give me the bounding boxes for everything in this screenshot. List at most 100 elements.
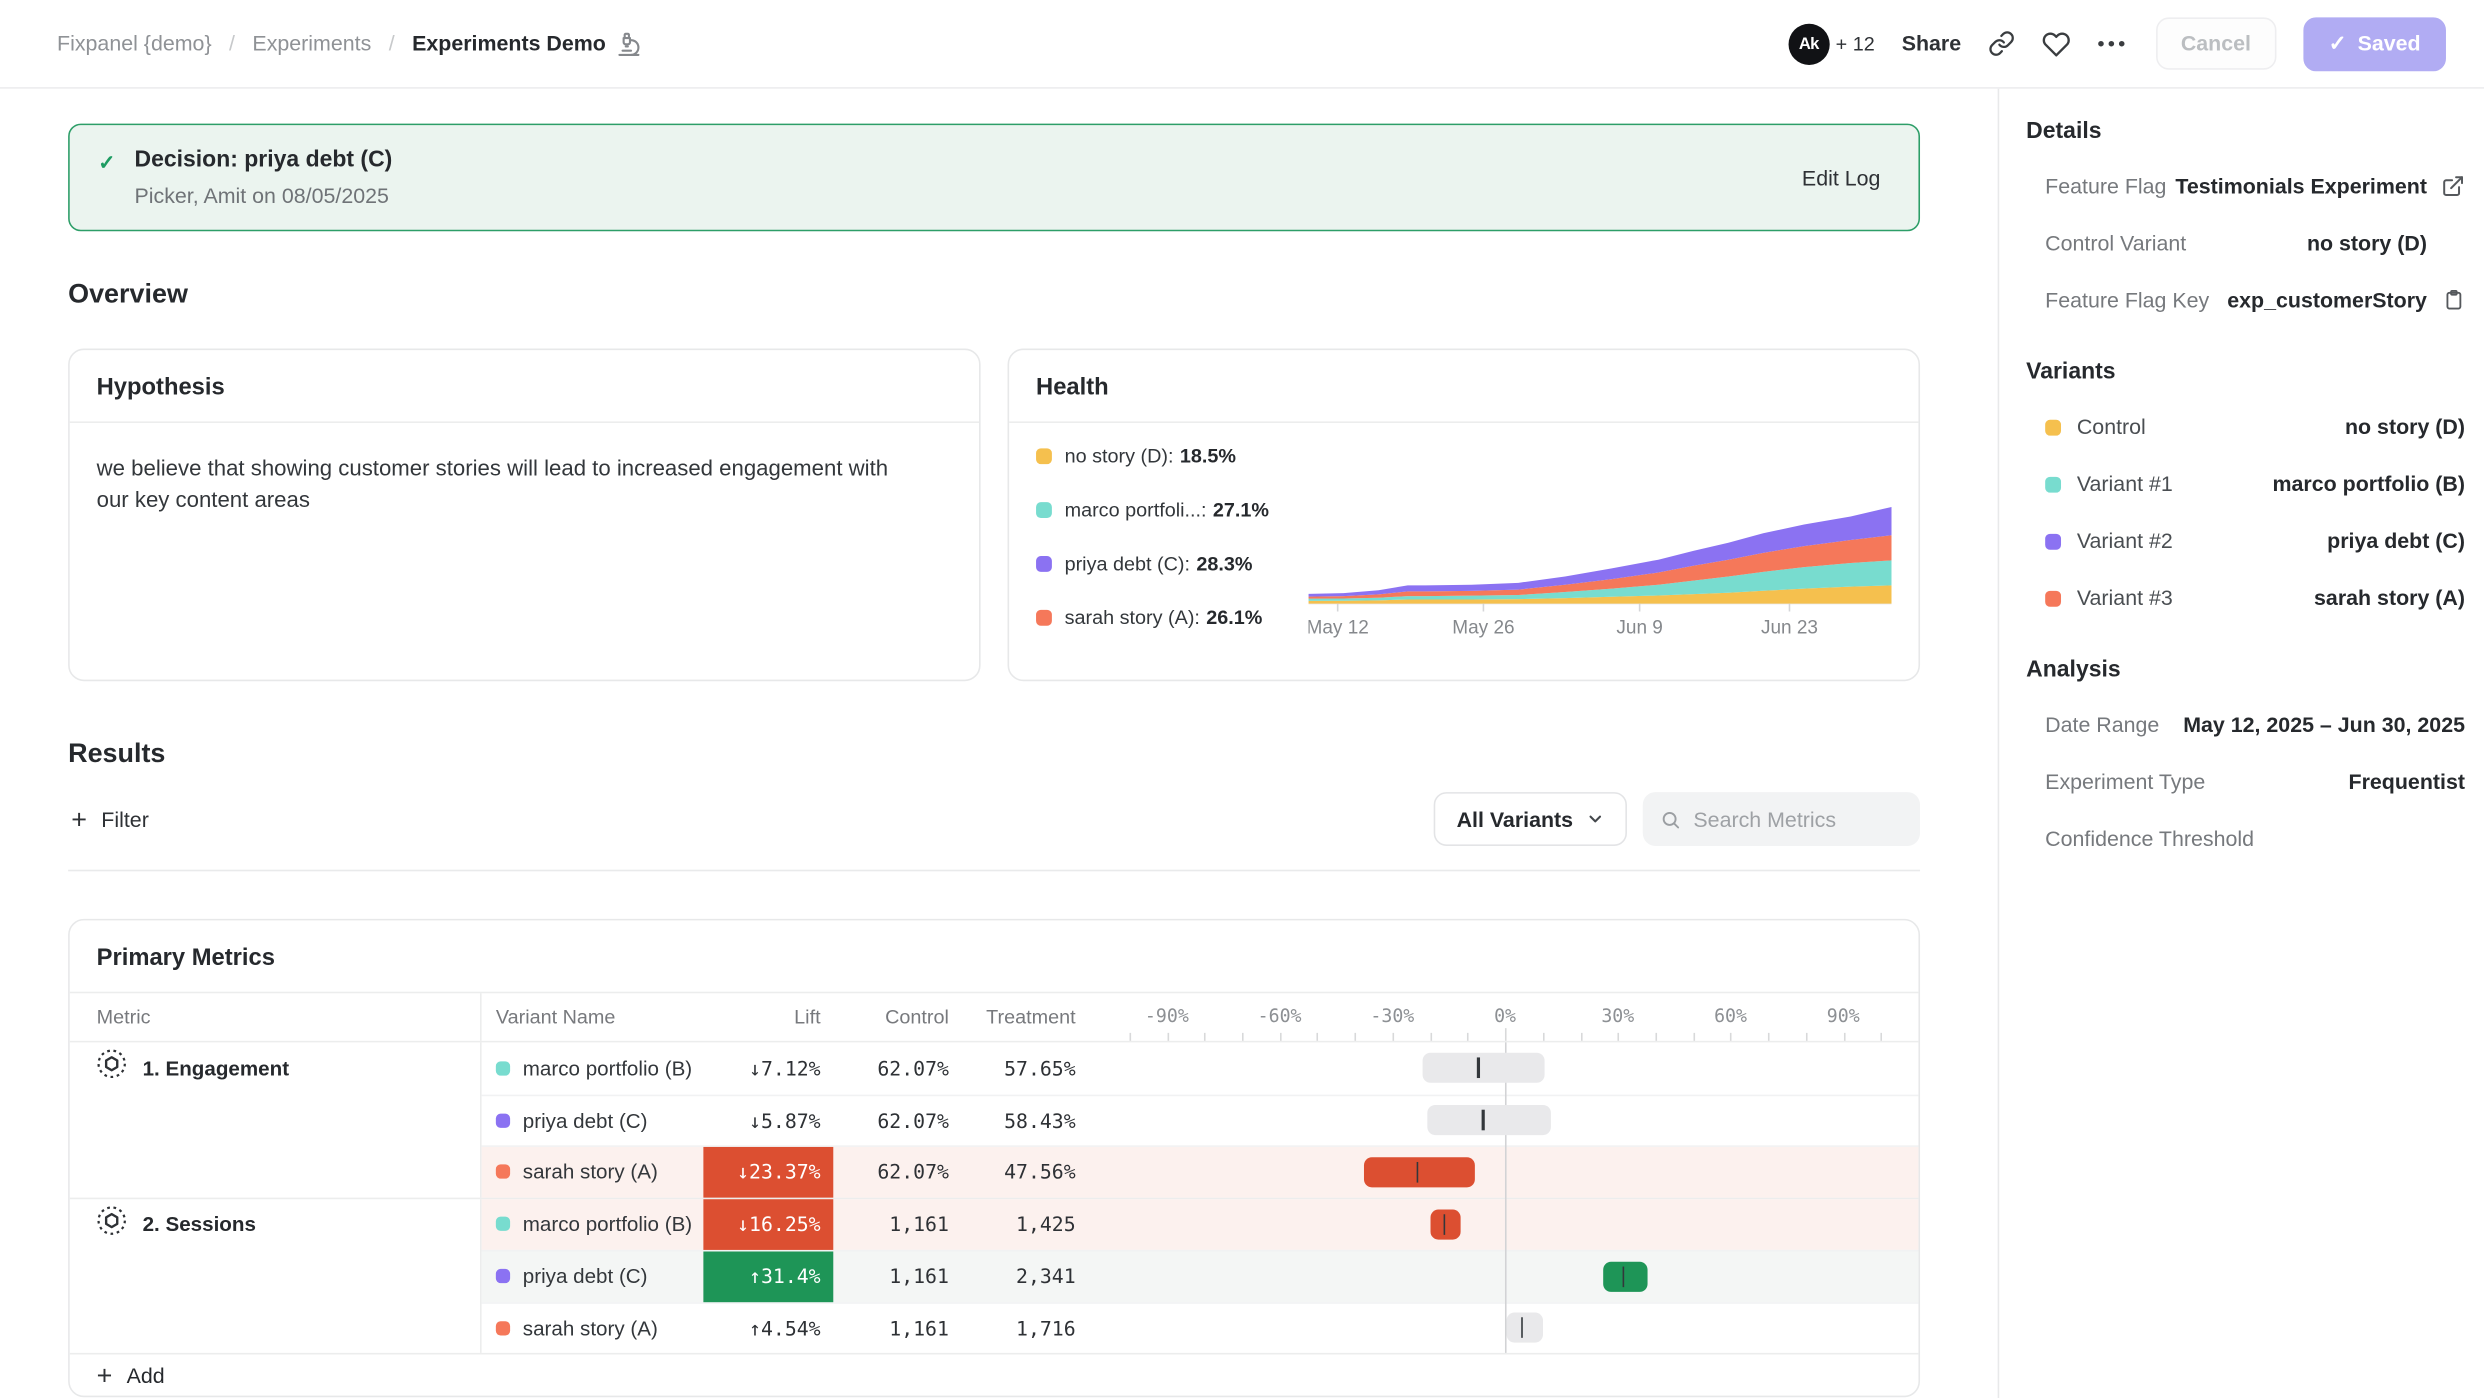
metric-variant-row[interactable]: priya debt (C)↓5.87%62.07%58.43% <box>482 1094 1919 1145</box>
breadcrumb-experiments[interactable]: Experiments <box>252 32 371 56</box>
metric-variant-row[interactable]: marco portfolio (B)↓16.25%1,1611,425 <box>482 1198 1919 1249</box>
search-metrics-input[interactable] <box>1693 807 1902 831</box>
metric-variant-row[interactable]: sarah story (A)↓23.37%62.07%47.56% <box>482 1145 1919 1196</box>
column-header-treatment: Treatment <box>949 1006 1076 1028</box>
axis-minor-tick <box>1242 1033 1244 1041</box>
breadcrumb-project[interactable]: Fixpanel {demo} <box>57 32 212 56</box>
variant-row-left: Variant #2 <box>2045 529 2173 553</box>
breadcrumb-separator: / <box>229 32 235 56</box>
lift-point-marker <box>1622 1266 1624 1287</box>
analysis-rows: Date RangeMay 12, 2025 – Jun 30, 2025Exp… <box>2026 711 2465 852</box>
metric-variant-row[interactable]: sarah story (A)↑4.54%1,1611,716 <box>482 1301 1919 1352</box>
metric-variant-row[interactable]: marco portfolio (B)↓7.12%62.07%57.65% <box>482 1042 1919 1093</box>
zero-reference-line <box>1505 1042 1507 1352</box>
detail-value-wrap: Testimonials Experiment <box>2175 174 2465 198</box>
lift-point-marker <box>1521 1318 1523 1339</box>
variant-value: priya debt (C) <box>2327 529 2465 553</box>
control-value: 1,161 <box>833 1252 949 1302</box>
axis-minor-tick <box>1918 1033 1920 1041</box>
health-legend-item: sarah story (A):26.1% <box>1036 607 1308 629</box>
avatar[interactable]: Ak <box>1788 23 1829 64</box>
legend-label: no story (D): <box>1065 445 1174 467</box>
variant-label: Variant #2 <box>2077 529 2173 553</box>
hypothesis-card: Hypothesis we believe that showing custo… <box>68 349 980 682</box>
column-spacer <box>1076 1303 1111 1353</box>
axis-minor-tick <box>1505 1028 1507 1041</box>
page-title-text: Experiments Demo <box>412 32 606 56</box>
legend-value: 27.1% <box>1213 499 1269 521</box>
cancel-button[interactable]: Cancel <box>2155 17 2276 69</box>
axis-minor-tick <box>1655 1033 1657 1041</box>
external-link-icon[interactable] <box>2441 174 2465 198</box>
health-legend-item: priya debt (C):28.3% <box>1036 553 1308 575</box>
metric-name-cell: 1. Engagement <box>70 1042 482 1196</box>
chevron-down-icon <box>1586 810 1605 829</box>
collaborators-count[interactable]: + 12 <box>1836 32 1875 54</box>
lift-point-marker <box>1482 1110 1484 1131</box>
variant-name: priya debt (C) <box>523 1265 648 1289</box>
health-card: Health no story (D):18.5%marco portfoli.… <box>1008 349 1920 682</box>
saved-button[interactable]: ✓ Saved <box>2303 17 2446 71</box>
search-icon <box>1660 807 1681 831</box>
analysis-label: Date Range <box>2045 713 2159 737</box>
health-chart: May 12May 26Jun 9Jun 23 <box>1309 445 1892 651</box>
analysis-row: Confidence Threshold <box>2026 825 2465 852</box>
column-spacer <box>1076 1147 1111 1197</box>
analysis-value: Frequentist <box>2349 770 2465 794</box>
lift-value: ↓5.87% <box>703 1095 833 1145</box>
legend-swatch <box>1036 448 1052 464</box>
confidence-interval-cell <box>1111 1198 1919 1249</box>
header-actions: Ak + 12 Share ••• Cancel ✓ Saved <box>1788 17 2446 71</box>
clipboard-icon[interactable] <box>2441 288 2465 312</box>
edit-log-button[interactable]: Edit Log <box>1802 166 1880 190</box>
details-section: Details Feature FlagTestimonials Experim… <box>2026 119 2465 314</box>
metric-target-icon <box>97 1049 127 1087</box>
detail-value-wrap: exp_customerStory <box>2227 288 2465 312</box>
column-header-control: Control <box>833 1006 949 1028</box>
more-options-button[interactable]: ••• <box>2097 32 2128 56</box>
add-metric-button[interactable]: + Add <box>70 1353 1919 1396</box>
lift-value: ↑4.54% <box>703 1303 833 1353</box>
plus-icon: + <box>97 1362 113 1389</box>
overview-cards: Hypothesis we believe that showing custo… <box>68 349 1920 682</box>
treatment-value: 57.65% <box>949 1042 1076 1093</box>
results-divider <box>68 870 1920 872</box>
metric-target-icon <box>97 1205 127 1243</box>
column-spacer <box>1076 1198 1111 1249</box>
check-icon: ✓ <box>2329 31 2347 56</box>
variant-swatch <box>2045 590 2061 606</box>
detail-value[interactable]: exp_customerStory <box>2227 288 2427 312</box>
axis-minor-tick <box>1543 1033 1545 1041</box>
axis-tick-label: -90% <box>1145 1004 1189 1026</box>
health-legend-item: marco portfoli...:27.1% <box>1036 499 1308 521</box>
detail-value: no story (D) <box>2307 231 2427 255</box>
metric-name: 2. Sessions <box>143 1212 256 1236</box>
variant-cell: priya debt (C) <box>482 1095 704 1145</box>
detail-label: Feature Flag Key <box>2045 288 2209 312</box>
primary-metrics-title: Primary Metrics <box>70 920 1919 991</box>
confidence-interval-bar <box>1422 1053 1544 1083</box>
confidence-interval-bar <box>1428 1105 1550 1135</box>
variant-swatch <box>2045 419 2061 435</box>
copy-link-icon[interactable] <box>1988 30 2015 57</box>
share-button[interactable]: Share <box>1902 32 1961 56</box>
check-icon: ✓ <box>98 150 115 175</box>
confidence-interval-bar <box>1507 1313 1543 1343</box>
favorite-heart-icon[interactable] <box>2042 29 2071 58</box>
metric-variant-row[interactable]: priya debt (C)↑31.4%1,1612,341 <box>482 1250 1919 1301</box>
main-column: ✓ Decision: priya debt (C) Picker, Amit … <box>0 89 1998 1398</box>
plus-icon: + <box>71 806 87 833</box>
axis-minor-tick <box>1392 1033 1394 1041</box>
variants-filter-dropdown[interactable]: All Variants <box>1434 792 1627 846</box>
metric-group: 1. Engagementmarco portfolio (B)↓7.12%62… <box>70 1042 1919 1196</box>
control-value: 62.07% <box>833 1095 949 1145</box>
detail-label: Feature Flag <box>2045 174 2166 198</box>
control-value: 1,161 <box>833 1198 949 1249</box>
add-filter-button[interactable]: + Filter <box>68 796 152 842</box>
detail-value[interactable]: Testimonials Experiment <box>2175 174 2427 198</box>
variants-section: Variants Controlno story (D)Variant #1ma… <box>2026 360 2465 612</box>
treatment-value: 1,716 <box>949 1303 1076 1353</box>
axis-minor-tick <box>1580 1033 1582 1041</box>
breadcrumb: Fixpanel {demo} / Experiments / Experime… <box>57 31 642 56</box>
legend-swatch <box>1036 502 1052 518</box>
